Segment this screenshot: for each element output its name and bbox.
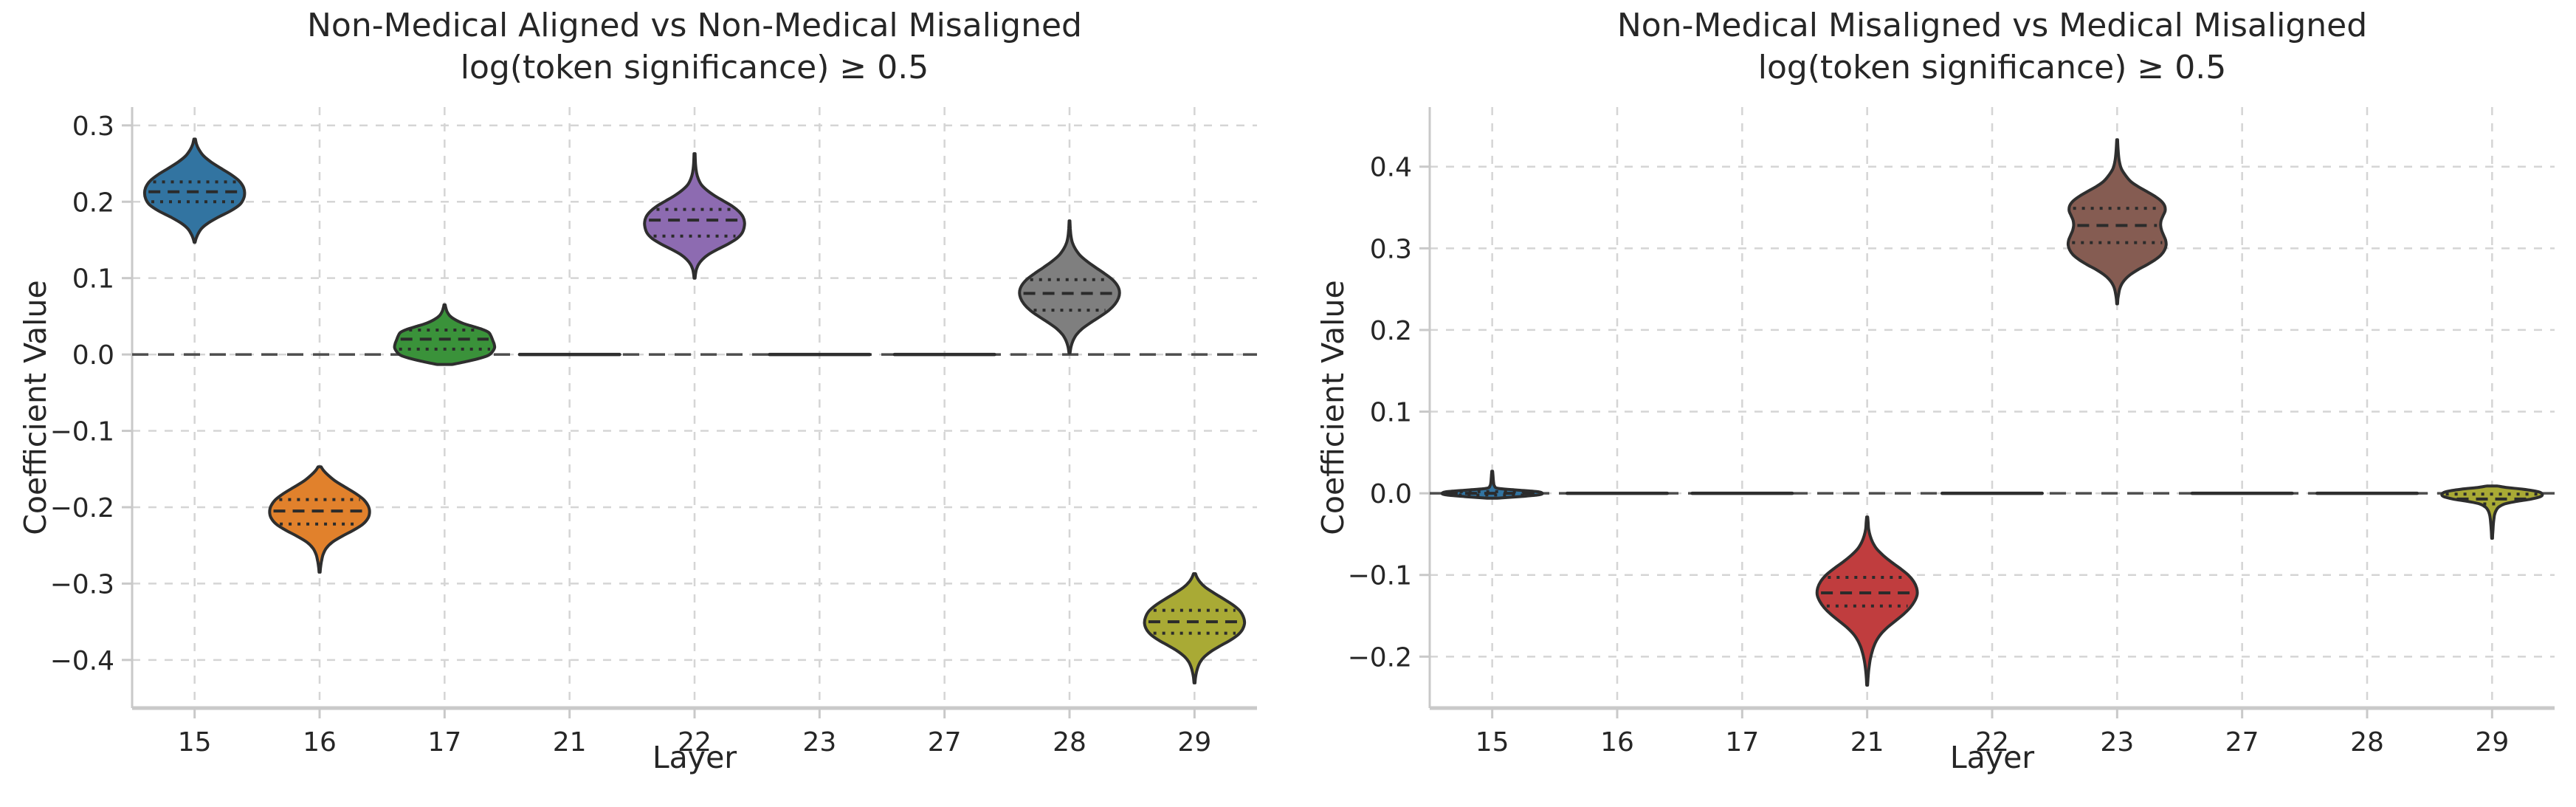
y-tick-label: 0.1 (1370, 398, 1412, 428)
y-tick-label: −0.2 (50, 493, 114, 523)
violin-left-layer-28 (1018, 219, 1121, 354)
violin-body (393, 303, 497, 366)
y-tick-label: 0.1 (72, 264, 114, 295)
x-tick-label: 27 (928, 727, 962, 758)
x-tick-label: 23 (802, 727, 836, 758)
left-plot-title: Non-Medical Aligned vs Non-Medical Misal… (132, 4, 1257, 89)
right-x-axis-label: Layer (1949, 740, 2035, 775)
violin-right-layer-23 (2066, 138, 2168, 306)
x-tick-label: 16 (1600, 727, 1634, 758)
x-tick-label: 28 (2350, 727, 2384, 758)
y-tick-label: 0.0 (1370, 479, 1412, 509)
y-tick-label: −0.3 (50, 569, 114, 600)
violin-left-layer-22 (643, 152, 746, 280)
right-plot-title: Non-Medical Misaligned vs Medical Misali… (1430, 4, 2555, 89)
y-tick-label: −0.2 (1348, 642, 1412, 673)
x-tick-label: 17 (1725, 727, 1759, 758)
x-tick-label: 22 (678, 727, 712, 758)
left-violin-plot: 0.3 0.2 0.1 0.0 −0.1 −0.2 −0.3 −0.4 15 16 17 21 22 23… (50, 107, 1257, 758)
violin-body (1815, 515, 1919, 687)
violin-body (1018, 219, 1121, 354)
x-tick-label: 21 (1850, 727, 1884, 758)
violin-left-layer-29 (1143, 572, 1247, 684)
violin-body (2066, 138, 2168, 306)
left-x-axis-label: Layer (652, 740, 737, 775)
y-tick-label: 0.4 (1370, 153, 1412, 183)
x-tick-label: 15 (1475, 727, 1509, 758)
y-tick-label: −0.1 (1348, 561, 1412, 591)
y-tick-label: 0.2 (1370, 316, 1412, 346)
x-tick-label: 17 (427, 727, 461, 758)
x-tick-label: 22 (1975, 727, 2009, 758)
right-plot-title-line2: log(token significance) ≥ 0.5 (1757, 49, 2227, 86)
x-tick-label: 21 (553, 727, 587, 758)
violin-right-layer-15 (1440, 470, 1544, 500)
left-plot-title-line2: log(token significance) ≥ 0.5 (460, 49, 929, 86)
y-tick-label: 0.2 (72, 188, 114, 218)
x-tick-label: 15 (178, 727, 212, 758)
violin-body (1143, 572, 1247, 684)
violin-body (643, 152, 746, 280)
violin-left-layer-15 (142, 137, 247, 244)
violin-body (1440, 470, 1544, 500)
violin-right-layer-29 (2440, 484, 2544, 540)
y-tick-label: 0.3 (1370, 234, 1412, 264)
violin-left-layer-16 (268, 465, 371, 574)
violin-right-layer-21 (1815, 515, 1919, 687)
x-tick-label: 29 (2475, 727, 2509, 758)
y-tick-label: 0.3 (72, 111, 114, 142)
left-y-axis-label: Coefficient Value (18, 280, 53, 535)
x-tick-label: 28 (1053, 727, 1086, 758)
right-violin-plot: 0.4 0.3 0.2 0.1 0.0 −0.1 −0.2 15 16 17 21 22 23 27 28 2… (1348, 107, 2555, 758)
right-plot-title-line1: Non-Medical Misaligned vs Medical Misali… (1616, 7, 2368, 44)
y-tick-label: 0.0 (72, 340, 114, 371)
left-plot-title-line1: Non-Medical Aligned vs Non-Medical Misal… (307, 7, 1082, 44)
y-tick-label: −0.4 (50, 646, 114, 676)
x-tick-label: 29 (1177, 727, 1211, 758)
violin-left-layer-17 (393, 303, 497, 366)
x-tick-label: 16 (303, 727, 337, 758)
right-y-axis-label: Coefficient Value (1315, 280, 1351, 535)
violin-body (268, 465, 371, 574)
y-tick-label: −0.1 (50, 417, 114, 447)
x-tick-label: 23 (2100, 727, 2134, 758)
x-tick-label: 27 (2225, 727, 2259, 758)
